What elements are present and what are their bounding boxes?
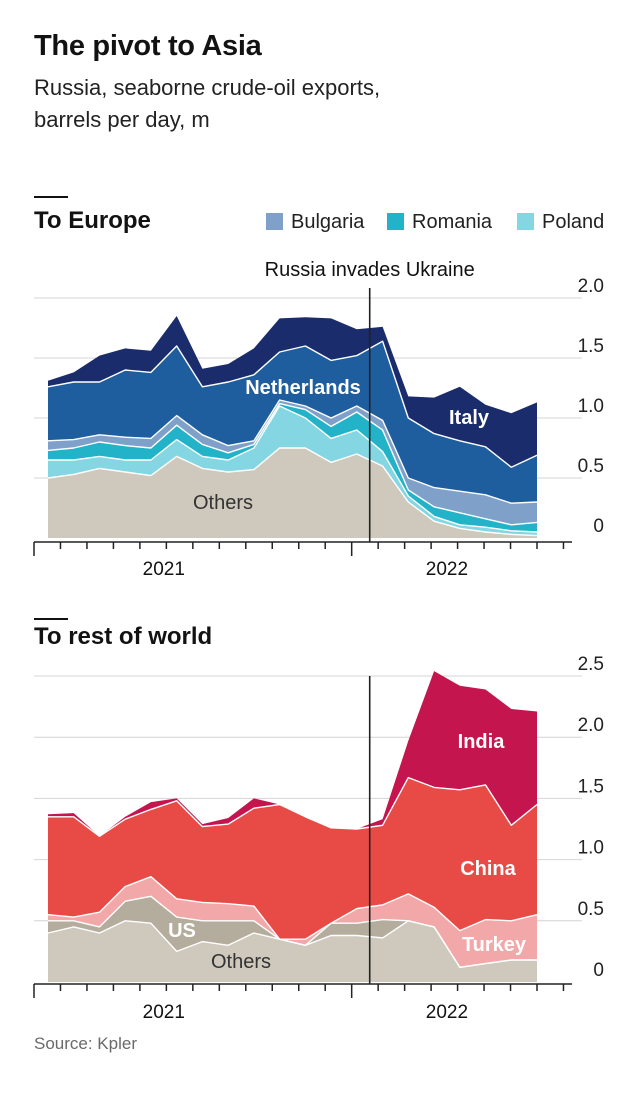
y-tick-label: 2.0 xyxy=(578,715,604,736)
y-tick-label: 2.0 xyxy=(578,276,604,297)
series-label-india: India xyxy=(458,731,506,753)
legend-label-romania: Romania xyxy=(412,211,493,233)
area-poland xyxy=(48,406,537,536)
y-tick-label: 2.5 xyxy=(578,654,604,675)
layer-separator xyxy=(48,776,538,837)
series-label-others: Others xyxy=(211,951,271,973)
series-label-others: Others xyxy=(193,492,253,514)
chart-title: The pivot to Asia xyxy=(34,30,262,62)
y-tick-label: 0.5 xyxy=(578,456,604,477)
x-tick-label: 2022 xyxy=(426,1002,468,1023)
y-tick-label: 1.5 xyxy=(578,776,604,797)
layer-separator xyxy=(47,340,538,468)
europe-panel: To Europe 2.0 1.5 1.0 0.5 0 Russia invades Ukr… xyxy=(33,196,604,580)
area-china xyxy=(48,777,537,940)
x-tick-label: 2021 xyxy=(143,559,185,580)
y-tick-label: 0.5 xyxy=(578,899,604,920)
y-tick-label: 0 xyxy=(593,516,604,537)
subtitle-line-1: Russia, seaborne crude-oil exports, xyxy=(34,75,381,100)
event-annotation: Russia invades Ukraine xyxy=(265,259,475,281)
legend-swatch-romania xyxy=(387,213,404,230)
series-label-china: China xyxy=(460,858,516,880)
source-note: Source: Kpler xyxy=(34,1034,137,1053)
area-others xyxy=(48,448,537,538)
y-tick-label: 0 xyxy=(593,960,604,981)
layer-separator xyxy=(47,876,538,940)
area-romania xyxy=(48,403,537,532)
y-tick-label: 1.0 xyxy=(578,838,604,859)
chart-subtitle: Russia, seaborne crude-oil exports, barr… xyxy=(34,72,594,136)
area-italy xyxy=(48,316,537,468)
area-turkey xyxy=(48,876,537,968)
panel-title: To Europe xyxy=(34,207,151,234)
series-label-turkey: Turkey xyxy=(462,934,527,956)
series-label-us: US xyxy=(168,920,196,942)
legend-label-bulgaria: Bulgaria xyxy=(291,211,365,233)
x-tick-label: 2022 xyxy=(426,559,468,580)
rest-of-world-panel: To rest of world 2.5 2.0 1.5 1.0 0.5 0 2021 2022… xyxy=(33,618,604,1023)
x-tick-label: 2021 xyxy=(143,1002,185,1023)
layer-separator xyxy=(47,402,538,526)
layer-separator xyxy=(48,895,537,968)
series-label-italy: Italy xyxy=(449,407,490,429)
area-others xyxy=(48,920,537,982)
legend-label-poland: Poland xyxy=(542,211,604,233)
layer-separator xyxy=(48,405,538,533)
area-india xyxy=(48,671,537,837)
legend-swatch-bulgaria xyxy=(266,213,283,230)
series-label-netherlands: Netherlands xyxy=(245,377,361,399)
panel-title: To rest of world xyxy=(34,623,212,650)
legend: Bulgaria Romania Poland xyxy=(266,211,604,233)
subtitle-line-2: barrels per day, m xyxy=(34,107,210,132)
area-netherlands xyxy=(48,341,537,504)
layer-separator xyxy=(47,447,538,537)
legend-swatch-poland xyxy=(517,213,534,230)
area-us xyxy=(48,896,537,968)
layer-separator xyxy=(47,399,538,504)
y-tick-label: 1.5 xyxy=(578,336,604,357)
y-tick-label: 1.0 xyxy=(578,396,604,417)
